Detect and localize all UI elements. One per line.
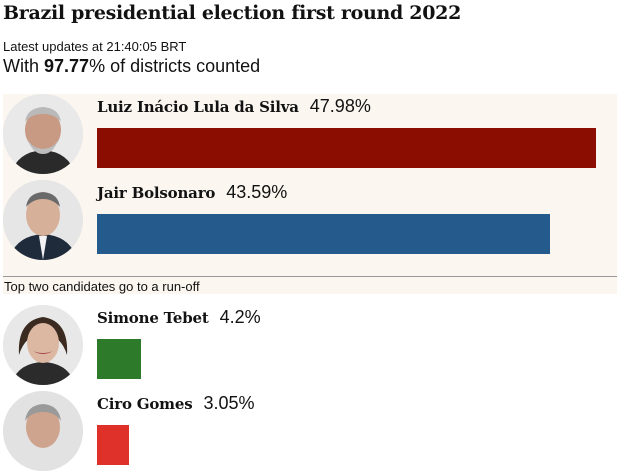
candidate-photo: [3, 305, 83, 385]
candidate-photo: [3, 180, 83, 260]
counted-suffix: % of districts counted: [89, 56, 261, 76]
last-updated-text: Latest updates at 21:40:05 BRT: [3, 39, 187, 54]
candidate-vote-share: 4.2%: [219, 307, 261, 327]
runoff-candidates-panel: [3, 94, 617, 294]
candidate-name: Luiz Inácio Lula da Silva 47.98%: [97, 96, 371, 117]
vote-bar: [97, 128, 596, 168]
runoff-note: Top two candidates go to a run-off: [4, 279, 200, 294]
candidate-name-text: Simone Tebet: [97, 309, 209, 327]
candidate-name: Simone Tebet 4.2%: [97, 307, 261, 328]
candidate-name-text: Ciro Gomes: [97, 395, 193, 413]
candidate-photo: [3, 94, 83, 174]
chart-title: Brazil presidential election first round…: [3, 2, 461, 24]
counted-prefix: With: [3, 56, 45, 76]
candidate-name-text: Luiz Inácio Lula da Silva: [97, 98, 299, 116]
candidate-photo: [3, 391, 83, 471]
districts-counted-text: With 97.77% of districts counted: [3, 56, 260, 77]
candidate-vote-share: 47.98%: [309, 96, 371, 116]
counted-value: 97.77: [44, 56, 90, 76]
candidate-name: Jair Bolsonaro 43.59%: [97, 182, 287, 203]
candidate-name: Ciro Gomes 3.05%: [97, 393, 255, 414]
vote-bar: [97, 425, 129, 465]
candidate-name-text: Jair Bolsonaro: [97, 184, 216, 202]
candidate-vote-share: 43.59%: [226, 182, 288, 202]
vote-bar: [97, 339, 141, 379]
vote-bar: [97, 214, 550, 254]
runoff-divider: [3, 276, 617, 277]
candidate-vote-share: 3.05%: [203, 393, 255, 413]
